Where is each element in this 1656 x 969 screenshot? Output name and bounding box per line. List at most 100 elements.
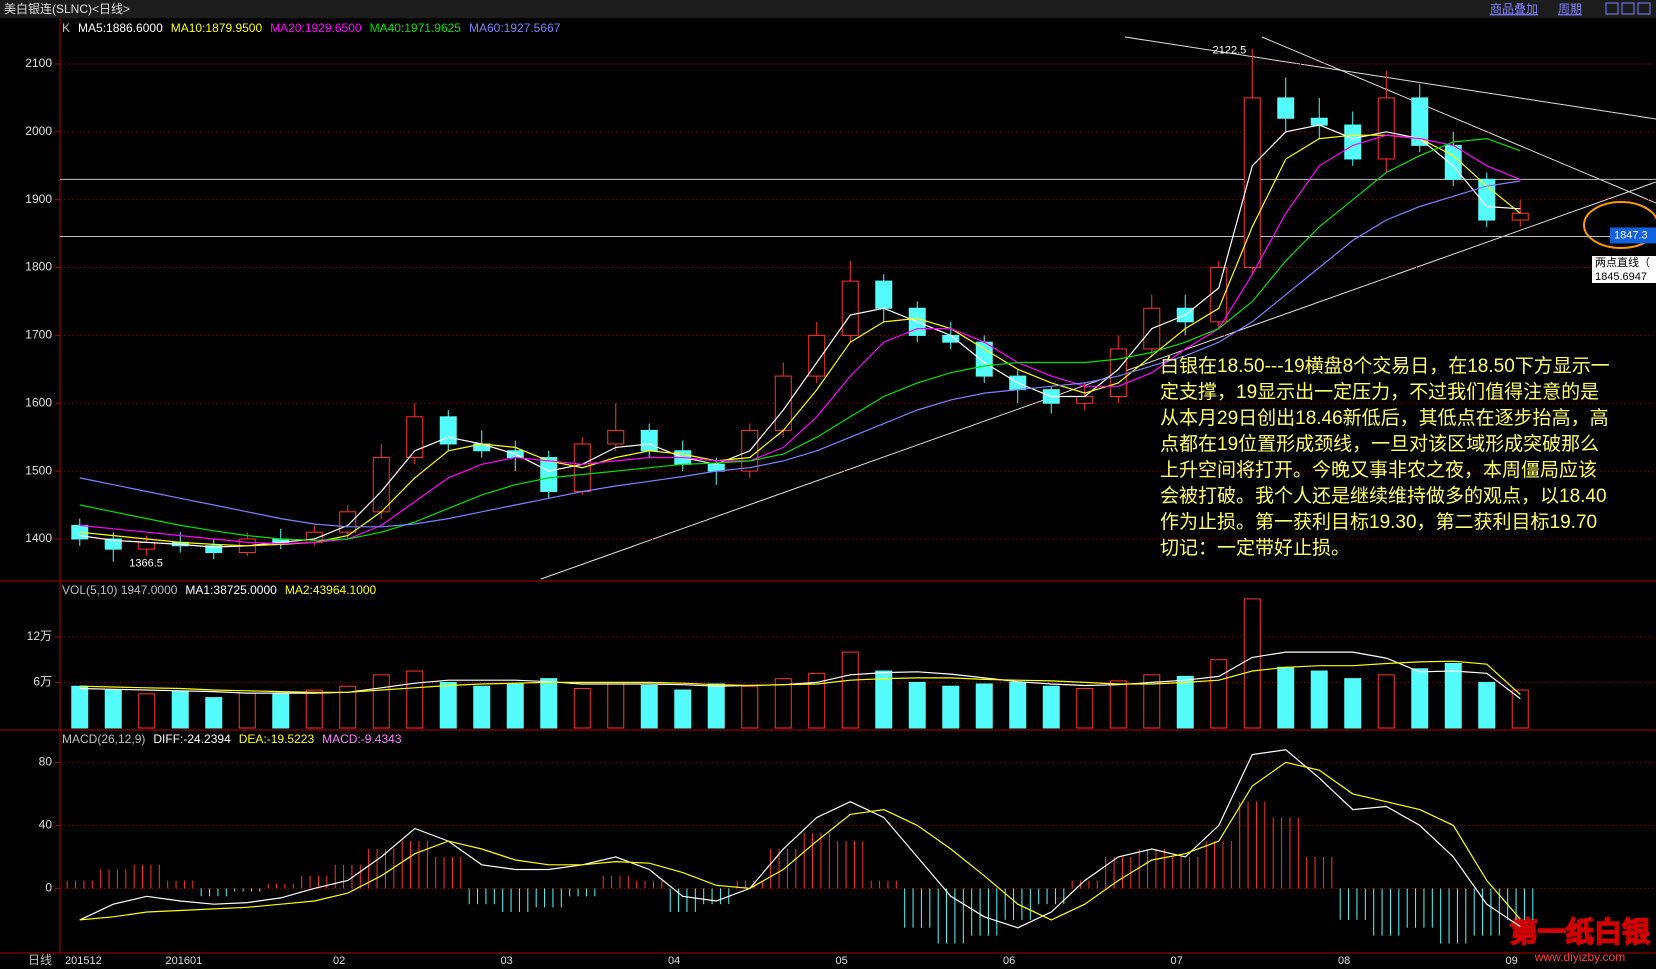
commentary-line: 作为止损。第一获利目标19.30，第二获利目标19.70 bbox=[1160, 511, 1597, 533]
volume-bar bbox=[473, 685, 491, 729]
x-tick-label: 03 bbox=[501, 955, 513, 967]
y-tick-label: 1800 bbox=[25, 260, 52, 274]
volume-bar bbox=[104, 689, 122, 729]
candle-body bbox=[875, 280, 893, 309]
watermark: 第一纸白银 bbox=[1510, 915, 1651, 947]
y-tick-label: 1500 bbox=[25, 463, 52, 477]
ma-line bbox=[79, 761, 1521, 921]
volume-bar bbox=[1511, 689, 1529, 729]
volume-bar bbox=[908, 681, 926, 729]
ma-line bbox=[79, 651, 1521, 700]
x-tick-label: 08 bbox=[1338, 955, 1350, 967]
period-label: 日线 bbox=[28, 953, 52, 967]
y-tick-label: 1400 bbox=[25, 531, 52, 545]
commentary-line: 上升空间将打开。今晚又事非农之夜，本周僵局应该 bbox=[1160, 459, 1597, 481]
line-value: 1845.6947 bbox=[1595, 271, 1647, 283]
period-button[interactable]: 周期 bbox=[1558, 2, 1582, 16]
y-tick-label: 2100 bbox=[25, 56, 52, 70]
legend-entry: MA40:1971.9625 bbox=[370, 21, 462, 35]
overlay-button[interactable]: 商品叠加 bbox=[1490, 1, 1538, 16]
candle-body bbox=[975, 341, 993, 377]
watermark-url: www.diyizby.com bbox=[1534, 950, 1625, 964]
y-tick-label: 6万 bbox=[33, 675, 52, 689]
volume-bar bbox=[875, 670, 893, 729]
candle-body bbox=[1444, 144, 1462, 180]
volume-bar bbox=[1009, 681, 1027, 729]
volume-bar bbox=[1109, 680, 1127, 729]
volume-bar bbox=[607, 681, 625, 729]
volume-bar bbox=[205, 697, 223, 729]
ma-line bbox=[79, 137, 1521, 541]
y-tick-label: 1600 bbox=[25, 395, 52, 409]
candle-body bbox=[138, 541, 156, 550]
candle-body bbox=[406, 416, 424, 459]
volume-bar bbox=[640, 684, 658, 729]
candle-body bbox=[1310, 117, 1328, 126]
volume-bar bbox=[975, 683, 993, 729]
volume-bar bbox=[339, 685, 357, 729]
candle-body bbox=[1377, 97, 1395, 160]
candle-body bbox=[841, 280, 859, 336]
window-button[interactable] bbox=[1605, 2, 1619, 15]
volume-bar bbox=[841, 651, 859, 729]
y-tick-label: 12万 bbox=[27, 629, 52, 643]
volume-bar bbox=[272, 693, 290, 729]
window-button[interactable] bbox=[1637, 2, 1651, 15]
candle-body bbox=[1511, 212, 1529, 221]
volume-bar bbox=[540, 678, 558, 729]
volume-bar bbox=[1377, 674, 1395, 729]
y-tick-label: 1700 bbox=[25, 328, 52, 342]
y-tick-label: 40 bbox=[39, 818, 53, 832]
legend-entry: VOL(5,10) 1947.0000 bbox=[62, 583, 178, 597]
volume-bar bbox=[372, 674, 390, 729]
legend-entry: MA5:1886.6000 bbox=[78, 21, 163, 35]
volume-bar bbox=[1444, 662, 1462, 729]
volume-bar bbox=[506, 683, 524, 729]
volume-bar bbox=[171, 691, 189, 729]
y-tick-label: 2000 bbox=[25, 124, 52, 138]
volume-bar bbox=[1310, 670, 1328, 729]
volume-bar bbox=[1143, 674, 1161, 729]
candle-body bbox=[1076, 395, 1094, 404]
legend-entry: MA1:38725.0000 bbox=[185, 583, 277, 597]
candle-body bbox=[1344, 124, 1362, 160]
legend-entry: MACD(26,12,9) bbox=[62, 732, 145, 746]
y-tick-label: 1900 bbox=[25, 192, 52, 206]
candle-body bbox=[808, 334, 826, 377]
candle-body bbox=[1109, 348, 1127, 397]
price-tag: 1847.3 bbox=[1614, 229, 1648, 241]
x-tick-label: 201601 bbox=[166, 955, 203, 967]
volume-bar bbox=[1042, 685, 1060, 729]
ma-line bbox=[79, 134, 1521, 545]
candle-body bbox=[607, 429, 625, 445]
volume-bar bbox=[808, 672, 826, 729]
volume-bar bbox=[1277, 666, 1295, 729]
volume-bar bbox=[1076, 688, 1094, 729]
volume-bar bbox=[707, 683, 725, 729]
line-info-box bbox=[1592, 256, 1656, 283]
low-label: 1366.5 bbox=[129, 558, 163, 570]
volume-bar bbox=[1411, 668, 1429, 729]
candle-body bbox=[540, 457, 558, 492]
commentary-line: 从本月29日创出18.46新低后，其低点在逐步抬高，高 bbox=[1160, 407, 1609, 429]
x-tick-label: 09 bbox=[1506, 955, 1518, 967]
volume-bar bbox=[238, 692, 256, 729]
volume-bar bbox=[774, 678, 792, 729]
trend-line bbox=[1124, 36, 1656, 120]
x-tick-label: 02 bbox=[333, 955, 345, 967]
volume-bar bbox=[439, 681, 457, 729]
candle-body bbox=[1243, 97, 1261, 269]
volume-bar bbox=[1243, 598, 1261, 729]
volume-bar bbox=[741, 685, 759, 729]
volume-bar bbox=[674, 689, 692, 729]
commentary-line: 定支撑，19显示出一定压力，不过我们值得注意的是 bbox=[1160, 381, 1599, 403]
legend-entry: MA60:1927.5667 bbox=[469, 21, 561, 35]
volume-bar bbox=[138, 693, 156, 729]
ma-line bbox=[79, 134, 1521, 547]
commentary-line: 会被打破。我个人还是继续维持做多的观点，以18.40 bbox=[1160, 485, 1607, 507]
window-button[interactable] bbox=[1621, 2, 1635, 15]
x-tick-label: 04 bbox=[668, 955, 680, 967]
candle-body bbox=[339, 511, 357, 533]
candle-body bbox=[104, 538, 122, 550]
legend-entry: DIFF:-24.2394 bbox=[153, 732, 231, 746]
